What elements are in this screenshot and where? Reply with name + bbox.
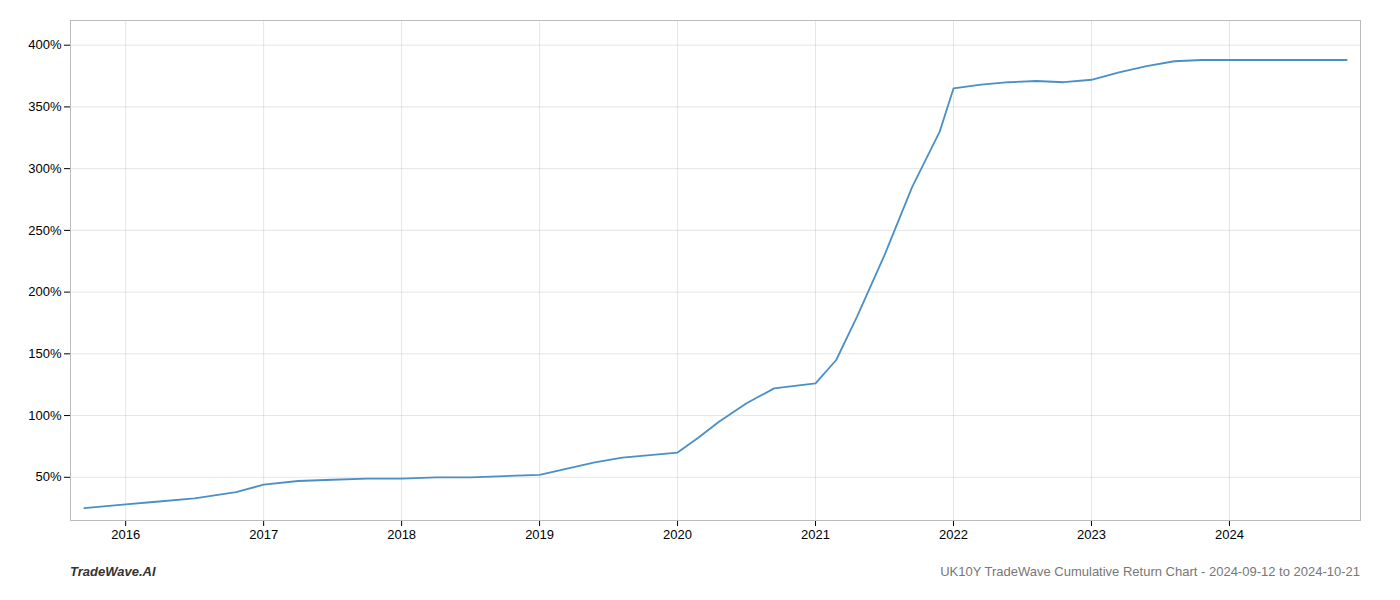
svg-text:2020: 2020 xyxy=(663,527,692,542)
svg-text:2024: 2024 xyxy=(1215,527,1244,542)
svg-text:2019: 2019 xyxy=(525,527,554,542)
svg-text:250%: 250% xyxy=(28,223,62,238)
svg-text:2017: 2017 xyxy=(249,527,278,542)
svg-text:2023: 2023 xyxy=(1077,527,1106,542)
svg-text:2018: 2018 xyxy=(387,527,416,542)
svg-text:400%: 400% xyxy=(28,37,62,52)
svg-text:2016: 2016 xyxy=(111,527,140,542)
svg-text:2021: 2021 xyxy=(801,527,830,542)
svg-text:2022: 2022 xyxy=(939,527,968,542)
svg-text:100%: 100% xyxy=(28,408,62,423)
svg-text:350%: 350% xyxy=(28,99,62,114)
svg-text:200%: 200% xyxy=(28,284,62,299)
html-text:UK10Y TradeWave Cumulative Ret: UK10Y TradeWave Cumulative Return Chart … xyxy=(940,564,1360,579)
svg-text:150%: 150% xyxy=(28,346,62,361)
svg-text:300%: 300% xyxy=(28,161,62,176)
svg-text:50%: 50% xyxy=(35,469,61,484)
html-text:TradeWave.AI: TradeWave.AI xyxy=(70,564,156,579)
